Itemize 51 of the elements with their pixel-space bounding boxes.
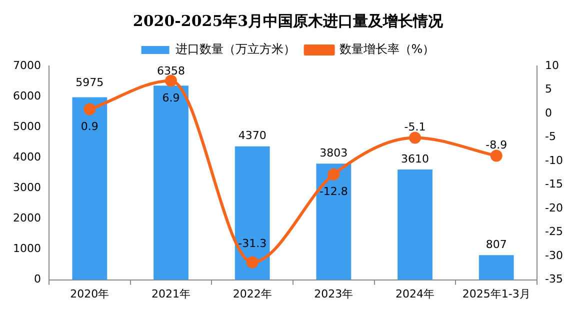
bar (72, 97, 108, 280)
point (490, 150, 502, 162)
legend-label: 进口数量（万立方米） (175, 42, 296, 56)
bar (316, 164, 352, 280)
data-label: 6358 (157, 64, 186, 78)
y-tick-label: 3000 (12, 181, 41, 194)
x-tick-label: 2024年 (396, 287, 435, 300)
data-label: -8.9 (486, 138, 508, 152)
y2-tick-label: -25 (545, 225, 563, 238)
data-label: 3803 (320, 146, 348, 160)
bar (398, 170, 432, 280)
data-label: 3610 (401, 152, 430, 166)
y2-tick-label: 0 (545, 106, 552, 120)
x-tick-label: 2022年 (232, 287, 272, 300)
y2-tick-label: 10 (545, 58, 560, 72)
y2-tick-label: -20 (545, 201, 563, 214)
x-tick-label: 2023年 (314, 287, 354, 300)
data-label: 4370 (238, 129, 266, 142)
x-tick-label: 2021年 (152, 287, 191, 300)
y-tick-label: 5000 (12, 120, 41, 133)
data-label: 0.9 (80, 120, 98, 134)
x-tick-label: 2025年1-3月 (462, 287, 530, 300)
y-tick-label: 7000 (12, 58, 41, 72)
legend-label: 数量增长率（%） (339, 42, 435, 56)
data-label: 5975 (76, 76, 104, 90)
y-tick-label: 1000 (12, 242, 41, 256)
bar (478, 255, 514, 280)
bar (234, 146, 270, 280)
chart-title: 2020-2025年3月中国原木进口量及增长情况 (132, 12, 444, 32)
point (165, 74, 178, 87)
y2-tick-label: 5 (545, 82, 552, 96)
point (409, 132, 422, 144)
point (328, 168, 340, 180)
data-label: -5.1 (404, 120, 426, 134)
y-tick-label: 0 (34, 272, 41, 286)
bar (154, 86, 188, 280)
y-tick-label: 2000 (12, 212, 41, 225)
y2-tick-label: -10 (545, 154, 563, 167)
y2-tick-label: -5 (545, 130, 556, 144)
x-tick-label: 2020年 (70, 287, 110, 300)
y-tick-label: 6000 (12, 89, 41, 102)
y2-tick-label: -30 (545, 248, 563, 262)
y2-tick-label: -35 (545, 272, 563, 286)
point (84, 103, 96, 116)
data-label: 6.9 (162, 92, 180, 105)
y2-tick-label: -15 (545, 178, 563, 191)
data-label: 807 (486, 238, 507, 252)
y-tick-label: 4000 (12, 150, 41, 164)
data-label: -31.3 (238, 237, 267, 250)
point (246, 256, 258, 268)
data-label: -12.8 (319, 185, 348, 198)
